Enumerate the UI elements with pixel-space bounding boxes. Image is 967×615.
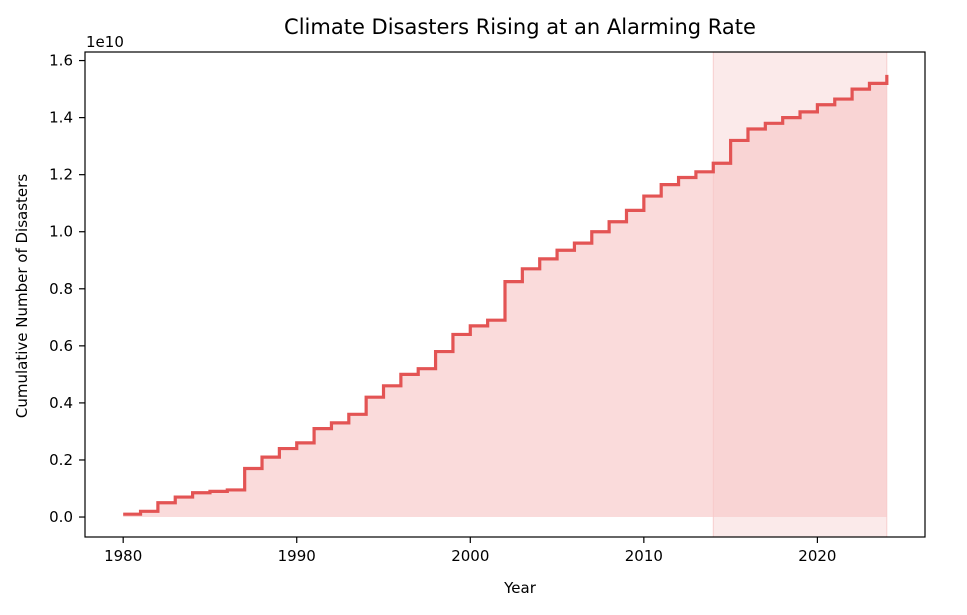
axes: 1980 1990 2000 2010 2020 0.0 0.2 0.4 0.6 0.8 1.0 1.…	[49, 51, 926, 565]
y-offset-label: 1e10	[86, 33, 124, 51]
data-point-2011	[660, 183, 662, 185]
y-tick-label-1.6: 1.6	[49, 52, 73, 70]
x-axis-label: Year	[503, 579, 537, 597]
data-point-2001	[486, 319, 488, 321]
data-point-2019	[799, 111, 801, 113]
y-axis-label: Cumulative Number of Disasters	[13, 174, 31, 418]
data-point-1995	[382, 385, 384, 387]
data-point-2000	[469, 325, 471, 327]
data-point-1990	[296, 442, 298, 444]
data-point-1998	[434, 350, 436, 352]
plot-area	[122, 51, 889, 538]
data-point-2022	[851, 88, 853, 90]
x-tick-label-2000: 2000	[451, 547, 489, 565]
data-point-1984	[191, 492, 193, 494]
data-point-2009	[625, 209, 627, 211]
data-point-2002	[504, 280, 506, 282]
y-tick-label-1.4: 1.4	[49, 109, 73, 127]
x-tick-label-2020: 2020	[798, 547, 836, 565]
data-point-2015	[729, 139, 731, 141]
data-point-1988	[261, 456, 263, 458]
data-point-2005	[556, 249, 558, 251]
data-point-2013	[695, 171, 697, 173]
data-point-1981	[139, 510, 141, 512]
data-point-1997	[417, 367, 419, 369]
data-point-2006	[573, 242, 575, 244]
data-point-1989	[278, 447, 280, 449]
data-point-1987	[243, 467, 245, 469]
data-point-1985	[209, 490, 211, 492]
data-point-2020	[816, 104, 818, 106]
y-tick-label-1.2: 1.2	[49, 166, 73, 184]
data-point-1991	[313, 427, 315, 429]
data-point-1983	[174, 496, 176, 498]
data-point-2004	[539, 258, 541, 260]
data-point-2021	[834, 98, 836, 100]
y-tick-label-0.4: 0.4	[49, 394, 73, 412]
y-tick-label-0.8: 0.8	[49, 280, 73, 298]
data-point-2024	[886, 74, 888, 76]
y-tick-label-0.2: 0.2	[49, 451, 73, 469]
y-tick-label-0.6: 0.6	[49, 337, 73, 355]
series-step-line	[123, 74, 889, 516]
data-point-2014	[712, 162, 714, 164]
data-point-1980	[122, 513, 124, 515]
x-tick-label-2010: 2010	[625, 547, 663, 565]
data-point-1999	[452, 333, 454, 335]
data-point-1996	[400, 373, 402, 375]
x-tick-label-1980: 1980	[104, 547, 142, 565]
data-point-1993	[348, 413, 350, 415]
data-point-2016	[747, 128, 749, 130]
data-point-1986	[226, 489, 228, 491]
axes-frame	[84, 51, 926, 538]
data-point-1992	[330, 422, 332, 424]
data-point-1994	[365, 396, 367, 398]
data-point-2018	[781, 116, 783, 118]
data-point-2017	[764, 122, 766, 124]
chart-title: Climate Disasters Rising at an Alarming …	[284, 15, 756, 39]
x-tick-label-1990: 1990	[278, 547, 316, 565]
data-point-2008	[608, 221, 610, 223]
data-point-2007	[591, 231, 593, 233]
data-point-2012	[677, 176, 679, 178]
data-point-2003	[521, 268, 523, 270]
data-point-1982	[157, 502, 159, 504]
data-point-2023	[868, 82, 870, 84]
data-point-2010	[643, 195, 645, 197]
y-tick-label-0.0: 0.0	[49, 508, 73, 526]
y-tick-label-1.0: 1.0	[49, 223, 73, 241]
